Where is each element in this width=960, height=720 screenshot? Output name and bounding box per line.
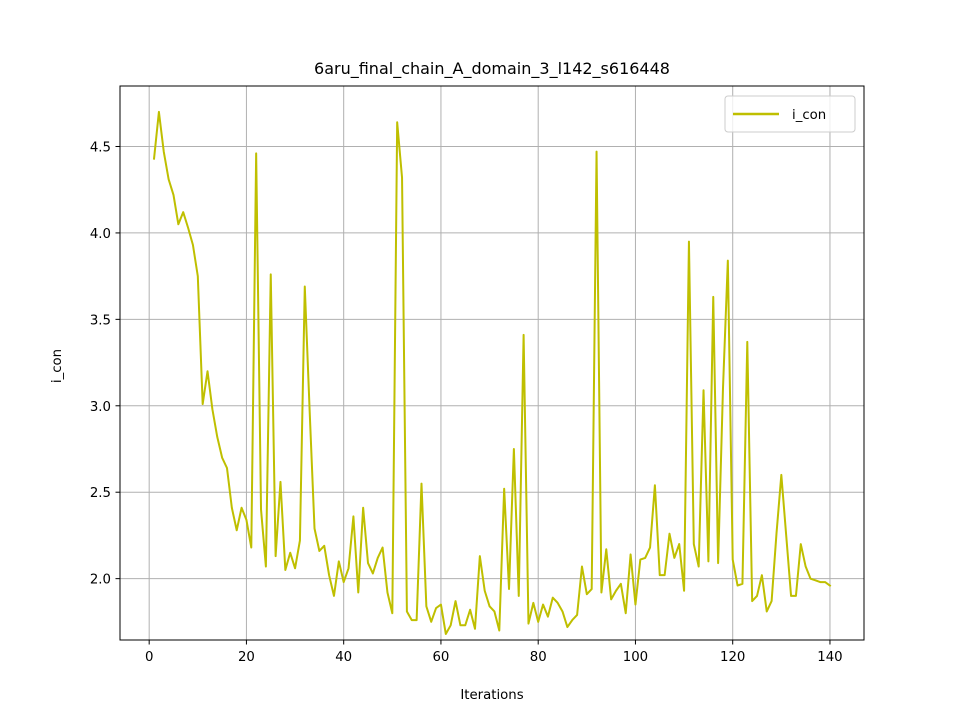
plot-series [152, 110, 832, 635]
y-tick-label: 2.0 [90, 573, 111, 588]
legend-box [724, 95, 856, 133]
x-tick-label: 20 [238, 650, 255, 665]
x-tick-label: 0 [145, 650, 153, 665]
y-axis-label: i_con [50, 349, 65, 383]
y-tick-label: 2.5 [90, 486, 111, 501]
x-tick-label: 100 [623, 650, 648, 665]
y-gridlines [120, 145, 864, 580]
x-tick-label: 60 [432, 650, 449, 665]
y-tick-label: 3.5 [90, 313, 111, 328]
y-axis-ticks: 2.0 2.5 3.0 3.5 4.0 4.5 [90, 140, 120, 588]
x-tick-label: 80 [530, 650, 547, 665]
axes-frame [119, 85, 865, 641]
legend: i_con [724, 95, 856, 133]
x-tick-label: 120 [720, 650, 745, 665]
y-tick-label: 3.0 [90, 400, 111, 415]
x-axis-ticks: 0 20 40 60 80 100 120 140 [145, 640, 843, 665]
x-axis-label: Iterations [460, 688, 523, 703]
x-tick-label: 140 [817, 650, 842, 665]
chart-title: 6aru_final_chain_A_domain_3_l142_s616448 [314, 59, 670, 79]
legend-label: i_con [792, 108, 826, 123]
y-tick-label: 4.5 [90, 140, 111, 155]
series-line-i_con [152, 110, 832, 635]
y-tick-label: 4.0 [90, 227, 111, 242]
x-tick-label: 40 [335, 650, 352, 665]
